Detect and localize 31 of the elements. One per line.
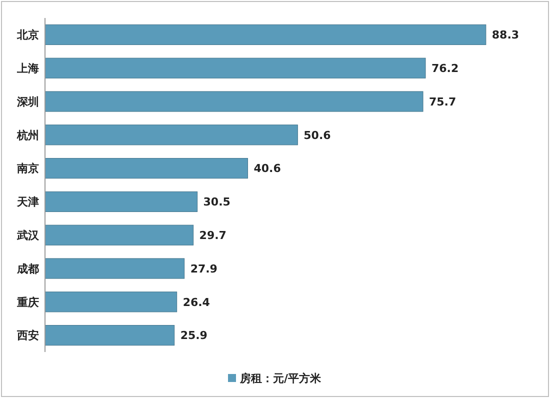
bar — [44, 292, 178, 312]
y-tick-label: 武汉 — [16, 228, 40, 242]
y-tick-label: 杭州 — [16, 128, 39, 142]
bar — [44, 258, 185, 279]
data-label: 88.3 — [492, 28, 520, 42]
data-label: 40.6 — [254, 162, 282, 176]
y-tick-label: 南京 — [16, 162, 39, 176]
y-tick-label: 北京 — [16, 28, 39, 42]
y-tick-label: 天津 — [16, 196, 39, 209]
y-tick-label: 上海 — [16, 62, 39, 75]
bar — [44, 58, 426, 78]
y-tick-label: 成都 — [16, 262, 39, 276]
data-label: 29.7 — [199, 228, 226, 242]
data-label: 26.4 — [182, 296, 210, 309]
data-label: 75.7 — [428, 95, 456, 108]
data-label: 50.6 — [304, 128, 332, 142]
data-label: 25.9 — [180, 329, 208, 342]
bar — [44, 91, 424, 112]
bar — [44, 325, 175, 346]
legend-label: 房租：元/平方米 — [239, 372, 322, 385]
bar — [44, 124, 298, 146]
data-label: 76.2 — [431, 62, 459, 75]
y-tick-label: 西安 — [16, 329, 39, 342]
bar — [44, 158, 248, 179]
y-tick-label: 重庆 — [16, 296, 39, 309]
data-label: 30.5 — [203, 196, 230, 209]
bar — [44, 224, 194, 246]
bar — [44, 191, 198, 212]
bar — [44, 24, 486, 45]
y-tick-label: 深圳 — [16, 95, 39, 108]
data-label: 27.9 — [190, 262, 218, 276]
